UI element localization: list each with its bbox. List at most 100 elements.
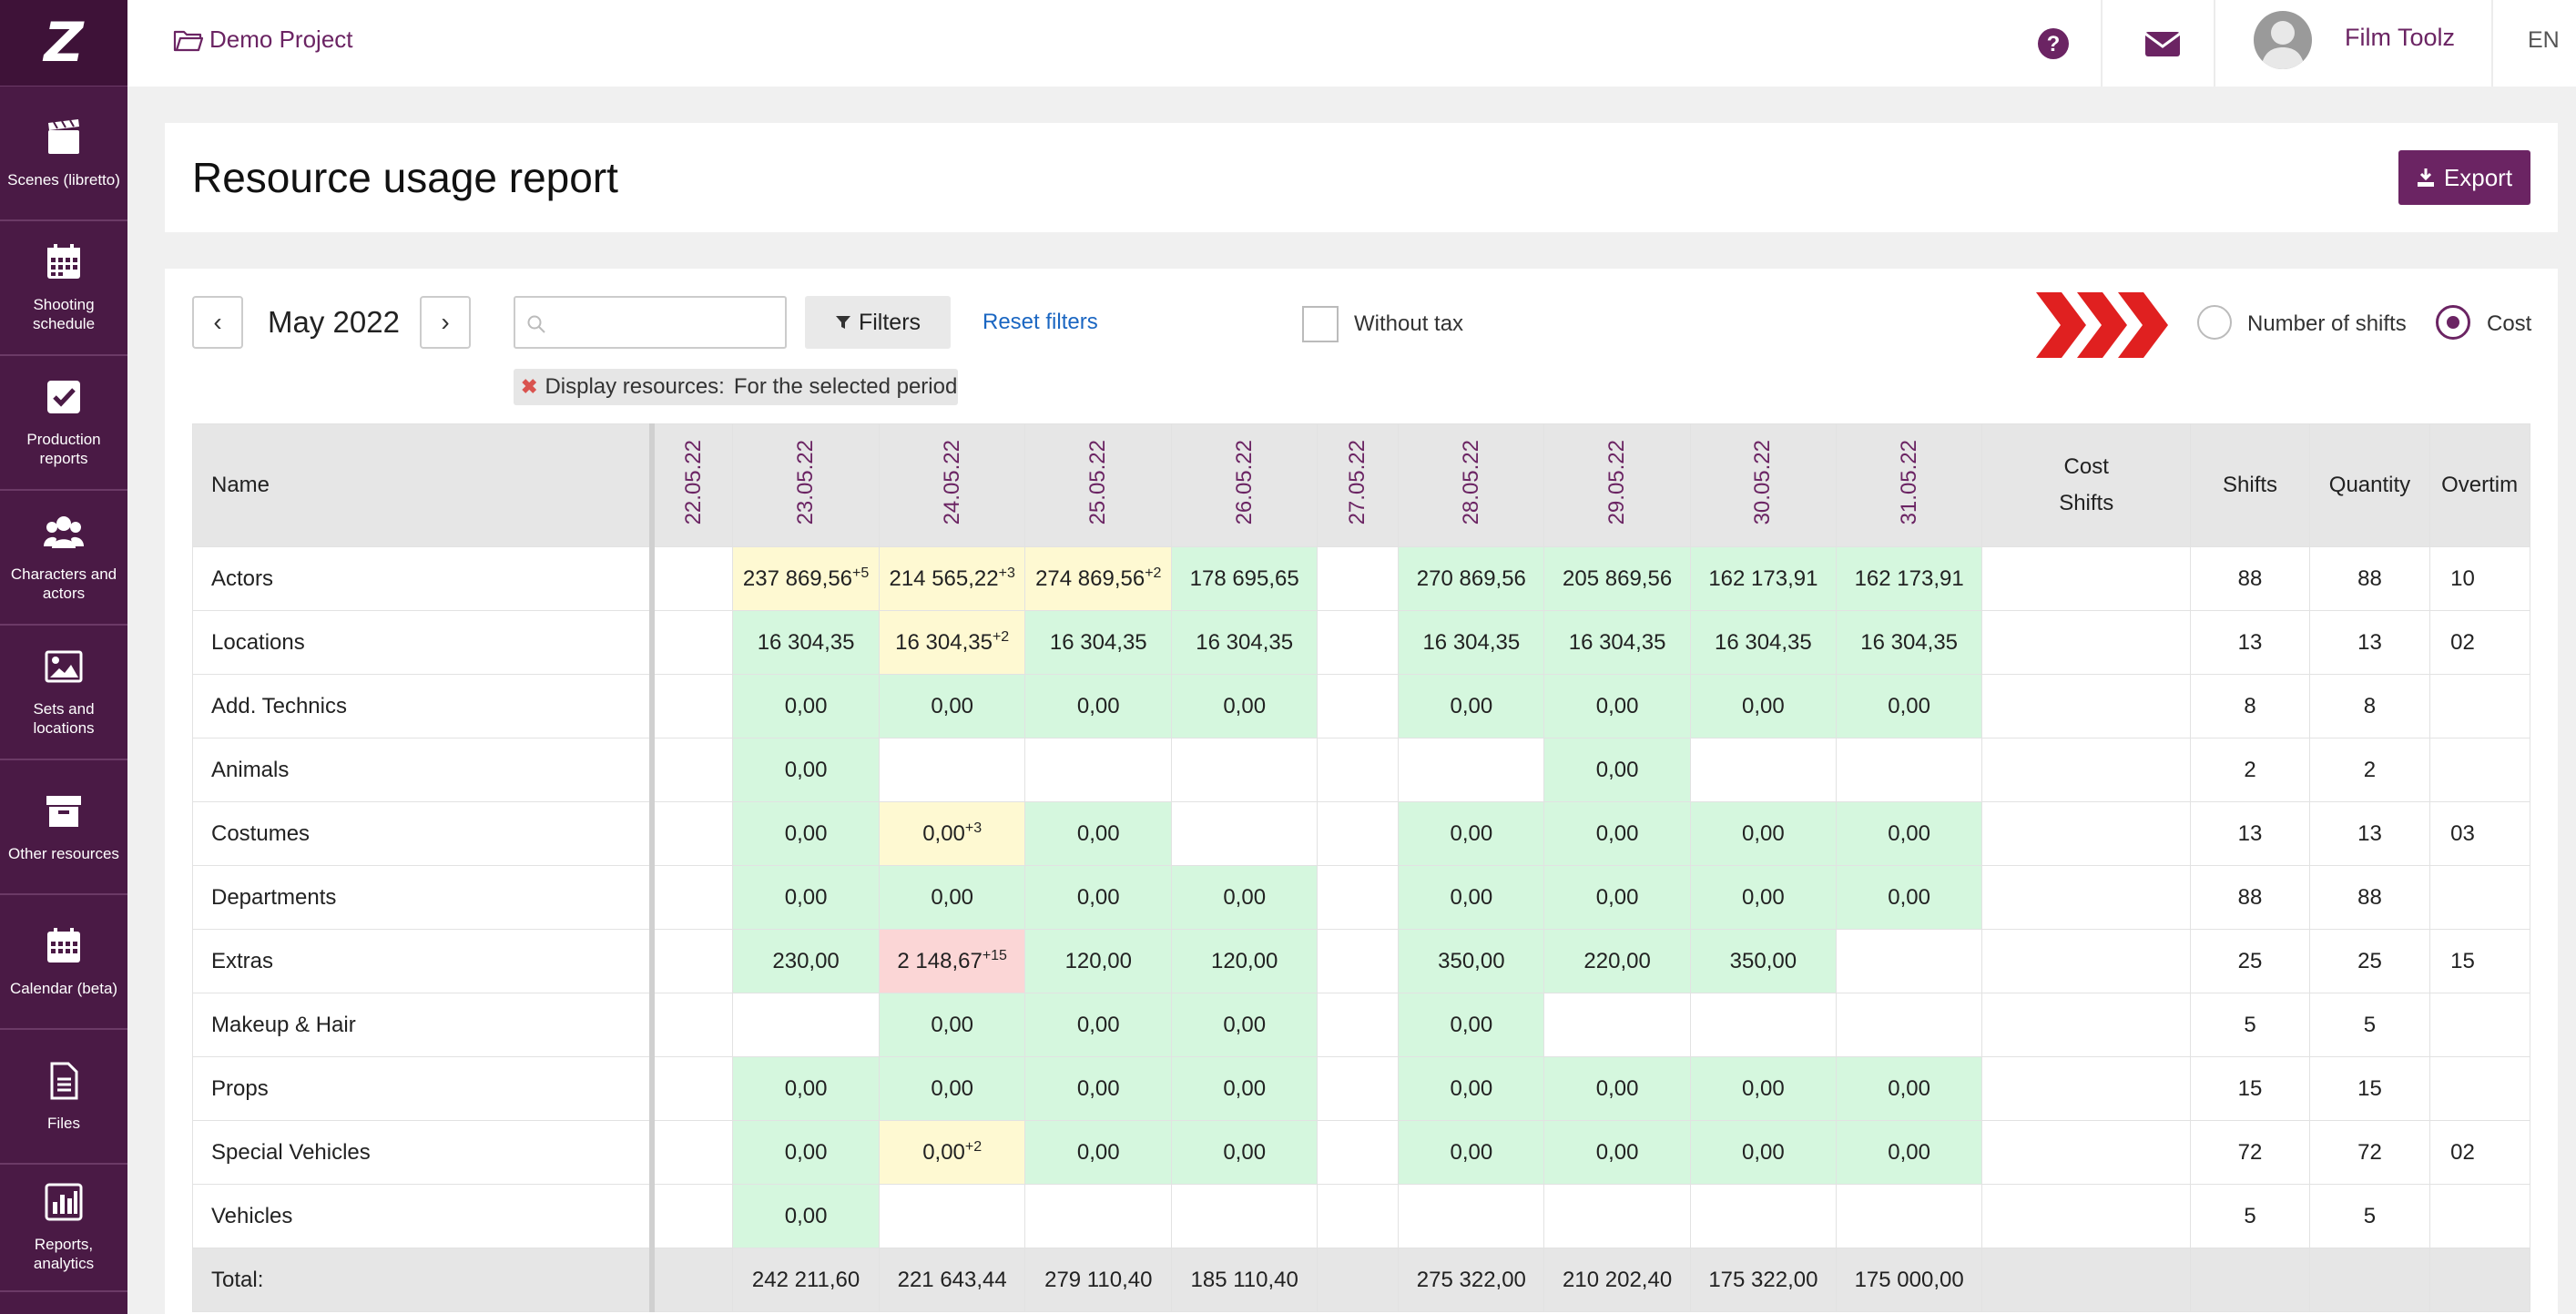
table-cell[interactable]: 0,00 bbox=[1543, 1056, 1691, 1121]
sidebar-item-scenes-libretto[interactable]: Scenes (libretto) bbox=[0, 87, 127, 221]
table-cell[interactable] bbox=[1024, 1184, 1173, 1248]
table-cell[interactable] bbox=[1836, 929, 1983, 993]
table-cell[interactable]: 0,00 bbox=[1836, 801, 1983, 866]
export-button[interactable]: Export bbox=[2398, 150, 2530, 205]
table-cell[interactable]: 0,00 bbox=[732, 865, 880, 930]
quantity-column-header[interactable]: Quantity bbox=[2308, 423, 2431, 547]
table-cell[interactable] bbox=[1171, 1184, 1319, 1248]
table-cell[interactable]: 0,00 bbox=[1398, 993, 1545, 1057]
table-cell[interactable]: 162 173,91 bbox=[1689, 546, 1838, 611]
table-cell[interactable]: 16 304,35 bbox=[1398, 610, 1545, 675]
sidebar-item-calendar-beta[interactable]: Calendar (beta) bbox=[0, 895, 127, 1030]
table-cell[interactable]: 0,00+2 bbox=[878, 1120, 1026, 1185]
table-cell[interactable]: 0,00+3 bbox=[878, 801, 1026, 866]
table-cell[interactable]: 237 869,56+5 bbox=[732, 546, 880, 611]
table-cell[interactable] bbox=[878, 738, 1026, 802]
table-cell[interactable]: 0,00 bbox=[1171, 674, 1319, 738]
shifts-radio[interactable] bbox=[2197, 305, 2232, 340]
table-cell[interactable] bbox=[1317, 1056, 1400, 1121]
cost-shifts-column-header[interactable]: Cost Shifts bbox=[1981, 423, 2192, 547]
table-cell[interactable]: 0,00 bbox=[732, 1120, 880, 1185]
date-column-header[interactable]: 22.05.22 bbox=[651, 423, 734, 547]
table-cell[interactable]: 16 304,35 bbox=[1171, 610, 1319, 675]
table-cell[interactable] bbox=[1836, 993, 1983, 1057]
cost-radio[interactable] bbox=[2436, 305, 2470, 340]
table-cell[interactable]: 0,00 bbox=[732, 801, 880, 866]
table-cell[interactable] bbox=[651, 1120, 734, 1185]
table-cell[interactable]: 0,00 bbox=[732, 1184, 880, 1248]
table-cell[interactable]: 16 304,35 bbox=[732, 610, 880, 675]
avatar[interactable] bbox=[2254, 11, 2312, 69]
table-cell[interactable]: 0,00 bbox=[878, 993, 1026, 1057]
name-column-header[interactable]: Name bbox=[192, 423, 655, 547]
table-cell[interactable] bbox=[651, 546, 734, 611]
table-cell[interactable] bbox=[1171, 801, 1319, 866]
table-cell[interactable]: 0,00 bbox=[1689, 1056, 1838, 1121]
table-cell[interactable]: 0,00 bbox=[1836, 674, 1983, 738]
table-cell[interactable]: 0,00 bbox=[878, 1056, 1026, 1121]
table-cell[interactable] bbox=[1543, 1184, 1691, 1248]
table-cell[interactable]: 2 148,67+15 bbox=[878, 929, 1026, 993]
date-column-header[interactable]: 30.05.22 bbox=[1689, 423, 1838, 547]
date-column-header[interactable]: 31.05.22 bbox=[1836, 423, 1983, 547]
table-cell[interactable]: 230,00 bbox=[732, 929, 880, 993]
table-cell[interactable]: 0,00 bbox=[1543, 801, 1691, 866]
table-cell[interactable] bbox=[651, 738, 734, 802]
table-cell[interactable] bbox=[1317, 929, 1400, 993]
table-cell[interactable]: 0,00 bbox=[1171, 1120, 1319, 1185]
date-column-header[interactable]: 23.05.22 bbox=[732, 423, 880, 547]
table-cell[interactable]: 0,00 bbox=[1836, 1120, 1983, 1185]
table-cell[interactable]: 0,00 bbox=[1398, 1056, 1545, 1121]
table-cell[interactable] bbox=[1398, 738, 1545, 802]
table-cell[interactable] bbox=[732, 993, 880, 1057]
overtime-column-header[interactable]: Overtim bbox=[2429, 423, 2530, 547]
language-switch[interactable]: EN bbox=[2528, 27, 2560, 53]
table-cell[interactable]: 274 869,56+2 bbox=[1024, 546, 1173, 611]
table-cell[interactable]: 120,00 bbox=[1171, 929, 1319, 993]
table-cell[interactable]: 0,00 bbox=[1398, 674, 1545, 738]
table-cell[interactable] bbox=[651, 610, 734, 675]
report-table-wrapper[interactable]: Name 22.05.22 23.05.22 24.05.22 25.05.22 26.0… bbox=[192, 423, 2530, 1314]
table-cell[interactable] bbox=[1543, 993, 1691, 1057]
prev-month-button[interactable]: ‹ bbox=[192, 296, 243, 349]
table-cell[interactable]: 0,00 bbox=[1689, 1120, 1838, 1185]
table-cell[interactable] bbox=[1171, 738, 1319, 802]
table-cell[interactable]: 0,00 bbox=[1543, 674, 1691, 738]
table-cell[interactable] bbox=[1317, 1184, 1400, 1248]
mail-icon[interactable] bbox=[2143, 25, 2183, 62]
table-cell[interactable]: 220,00 bbox=[1543, 929, 1691, 993]
sidebar-item-reports-analytics[interactable]: Reports, analytics bbox=[0, 1165, 127, 1292]
date-column-header[interactable]: 27.05.22 bbox=[1317, 423, 1400, 547]
filters-button[interactable]: Filters bbox=[805, 296, 951, 349]
date-column-header[interactable]: 29.05.22 bbox=[1543, 423, 1691, 547]
table-cell[interactable]: 16 304,35+2 bbox=[878, 610, 1026, 675]
table-cell[interactable]: 178 695,65 bbox=[1171, 546, 1319, 611]
sidebar-item-production-reports[interactable]: Production reports bbox=[0, 356, 127, 491]
table-cell[interactable]: 270 869,56 bbox=[1398, 546, 1545, 611]
date-column-header[interactable]: 28.05.22 bbox=[1398, 423, 1545, 547]
table-cell[interactable]: 0,00 bbox=[1024, 1120, 1173, 1185]
search-input[interactable] bbox=[514, 296, 787, 349]
table-cell[interactable] bbox=[1317, 801, 1400, 866]
table-cell[interactable]: 120,00 bbox=[1024, 929, 1173, 993]
shifts-column-header[interactable]: Shifts bbox=[2190, 423, 2310, 547]
sidebar-item-files[interactable]: Files bbox=[0, 1030, 127, 1165]
table-cell[interactable]: 16 304,35 bbox=[1836, 610, 1983, 675]
table-cell[interactable]: 0,00 bbox=[1024, 993, 1173, 1057]
table-cell[interactable]: 350,00 bbox=[1689, 929, 1838, 993]
table-cell[interactable]: 0,00 bbox=[1171, 1056, 1319, 1121]
table-cell[interactable] bbox=[651, 865, 734, 930]
date-column-header[interactable]: 25.05.22 bbox=[1024, 423, 1173, 547]
sidebar-item-sets-and-locations[interactable]: Sets and locations bbox=[0, 626, 127, 760]
table-cell[interactable] bbox=[1317, 674, 1400, 738]
table-cell[interactable]: 0,00 bbox=[878, 865, 1026, 930]
table-cell[interactable] bbox=[651, 1184, 734, 1248]
without-tax-checkbox[interactable] bbox=[1302, 306, 1339, 342]
table-cell[interactable] bbox=[1024, 738, 1173, 802]
table-cell[interactable]: 16 304,35 bbox=[1689, 610, 1838, 675]
table-cell[interactable]: 0,00 bbox=[1689, 801, 1838, 866]
project-link[interactable]: Demo Project bbox=[173, 25, 353, 54]
reset-filters-link[interactable]: Reset filters bbox=[983, 310, 1098, 334]
table-cell[interactable]: 0,00 bbox=[732, 738, 880, 802]
next-month-button[interactable]: › bbox=[420, 296, 471, 349]
